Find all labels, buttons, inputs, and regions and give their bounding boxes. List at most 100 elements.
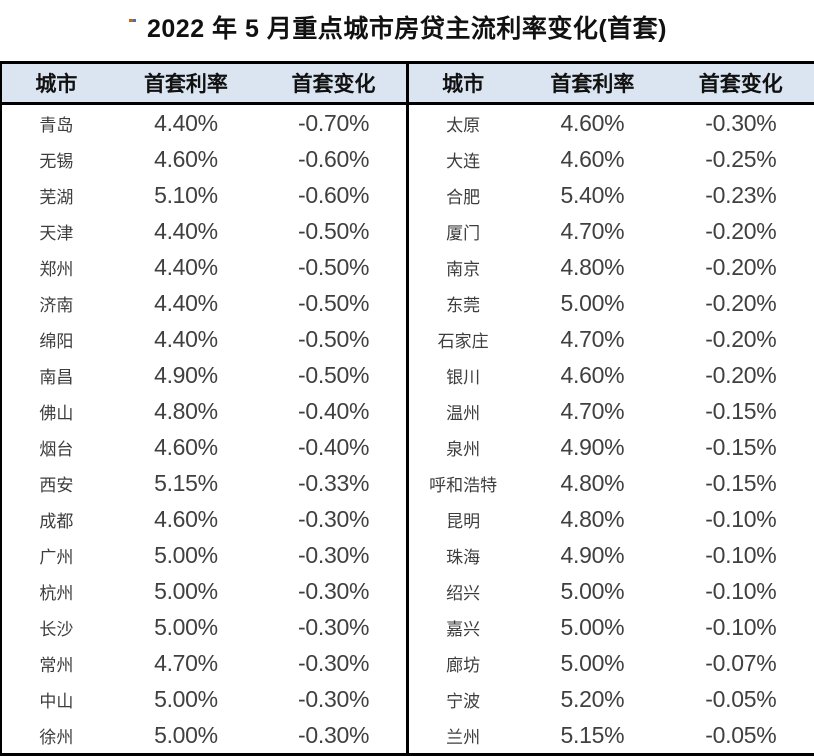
rate-cell: 4.80%: [154, 397, 218, 424]
rate-cell: 5.00%: [560, 649, 625, 676]
table-row: 徐州 5.00% -0.30% 兰州 5.15% -0.05%: [1, 717, 814, 755]
change-cell: -0.20%: [705, 253, 777, 280]
table-row: 芜湖 5.10% -0.60% 合肥 5.40% -0.23%: [1, 177, 814, 213]
change-cell: -0.50%: [298, 325, 370, 352]
city-cell: 西安: [39, 475, 74, 495]
change-cell: -0.15%: [705, 397, 777, 424]
table-row: 西安 5.15% -0.33% 呼和浩特 4.80% -0.15%: [1, 465, 814, 501]
rate-cell: 4.60%: [154, 505, 218, 532]
stray-mark-blue: [133, 19, 136, 22]
city-cell: 常州: [39, 655, 74, 675]
change-cell: -0.30%: [298, 649, 370, 676]
change-cell: -0.10%: [705, 613, 777, 640]
city-cell: 南昌: [39, 367, 74, 387]
header-city-right: 城市: [405, 62, 518, 105]
city-cell: 烟台: [39, 439, 74, 459]
city-cell: 东莞: [405, 285, 518, 321]
rate-cell: 4.80%: [560, 469, 625, 496]
city-cell: 长沙: [39, 619, 74, 639]
change-cell: -0.30%: [705, 109, 777, 136]
table-row: 长沙 5.00% -0.30% 嘉兴 5.00% -0.10%: [1, 609, 814, 645]
header-rate-right: 首套利率: [517, 62, 668, 105]
change-cell: -0.50%: [298, 217, 370, 244]
change-cell: -0.30%: [298, 541, 370, 568]
city-cell: 绵阳: [39, 331, 74, 351]
rate-cell: 5.00%: [154, 613, 218, 640]
change-cell: -0.20%: [705, 361, 777, 388]
rate-cell: 4.80%: [560, 253, 625, 280]
city-cell: 中山: [39, 691, 74, 711]
rate-cell: 4.60%: [560, 145, 625, 172]
city-cell: 天津: [39, 223, 74, 243]
table-row: 天津 4.40% -0.50% 厦门 4.70% -0.20%: [1, 213, 814, 249]
rate-cell: 4.40%: [154, 217, 218, 244]
change-cell: -0.60%: [298, 145, 370, 172]
change-cell: -0.15%: [705, 469, 777, 496]
city-cell: 成都: [39, 511, 74, 531]
rate-cell: 5.00%: [560, 577, 625, 604]
city-cell: 佛山: [39, 403, 74, 423]
header-city-left: 城市: [1, 62, 111, 105]
city-cell: 绍兴: [405, 573, 518, 609]
rate-cell: 5.15%: [560, 721, 625, 748]
city-cell: 郑州: [39, 259, 74, 279]
rate-cell: 4.70%: [560, 397, 625, 424]
city-cell: 廊坊: [405, 645, 518, 681]
change-cell: -0.30%: [298, 613, 370, 640]
rate-cell: 4.80%: [560, 505, 625, 532]
table-body: 青岛 4.40% -0.70% 太原 4.60% -0.30% 无锡 4.60% -0.60% 大…: [1, 103, 814, 755]
change-cell: -0.05%: [705, 721, 777, 748]
rate-cell: 4.60%: [154, 145, 218, 172]
rate-cell: 5.40%: [560, 181, 625, 208]
change-cell: -0.20%: [705, 217, 777, 244]
table-row: 常州 4.70% -0.30% 廊坊 5.00% -0.07%: [1, 645, 814, 681]
change-cell: -0.10%: [705, 541, 777, 568]
rate-cell: 4.90%: [154, 361, 218, 388]
city-cell: 芜湖: [39, 187, 74, 207]
city-cell: 宁波: [405, 681, 518, 717]
city-cell: 太原: [405, 103, 518, 141]
change-cell: -0.33%: [298, 469, 370, 496]
table-row: 杭州 5.00% -0.30% 绍兴 5.00% -0.10%: [1, 573, 814, 609]
header-rate-left: 首套利率: [110, 62, 262, 105]
change-cell: -0.05%: [705, 685, 777, 712]
change-cell: -0.15%: [705, 433, 777, 460]
table-row: 成都 4.60% -0.30% 昆明 4.80% -0.10%: [1, 501, 814, 537]
change-cell: -0.40%: [298, 433, 370, 460]
change-cell: -0.60%: [298, 181, 370, 208]
city-cell: 石家庄: [405, 321, 518, 357]
rate-cell: 5.00%: [154, 541, 218, 568]
city-cell: 嘉兴: [405, 609, 518, 645]
rate-cell: 5.20%: [560, 685, 625, 712]
rate-cell: 4.40%: [154, 325, 218, 352]
city-cell: 呼和浩特: [405, 465, 518, 501]
table-row: 南昌 4.90% -0.50% 银川 4.60% -0.20%: [1, 357, 814, 393]
city-cell: 杭州: [39, 583, 74, 603]
stray-mark-orange: [129, 19, 133, 22]
rate-cell: 5.00%: [560, 613, 625, 640]
city-cell: 大连: [405, 141, 518, 177]
rate-cell: 4.60%: [560, 361, 625, 388]
header-change-right: 首套变化: [667, 62, 814, 105]
city-cell: 厦门: [405, 213, 518, 249]
rate-cell: 4.70%: [560, 217, 625, 244]
city-cell: 无锡: [39, 151, 74, 171]
change-cell: -0.30%: [298, 721, 370, 748]
rate-cell: 4.90%: [560, 541, 625, 568]
change-cell: -0.10%: [705, 505, 777, 532]
header-change-left: 首套变化: [261, 62, 408, 105]
rate-cell: 5.00%: [154, 685, 218, 712]
city-cell: 徐州: [39, 727, 74, 747]
change-cell: -0.20%: [705, 289, 777, 316]
table-row: 烟台 4.60% -0.40% 泉州 4.90% -0.15%: [1, 429, 814, 465]
rate-cell: 4.70%: [560, 325, 625, 352]
rate-cell: 5.15%: [154, 469, 218, 496]
rate-cell: 4.90%: [560, 433, 625, 460]
city-cell: 青岛: [39, 115, 74, 135]
change-cell: -0.23%: [705, 181, 777, 208]
table-row: 济南 4.40% -0.50% 东莞 5.00% -0.20%: [1, 285, 814, 321]
change-cell: -0.40%: [298, 397, 370, 424]
city-cell: 银川: [405, 357, 518, 393]
table-row: 佛山 4.80% -0.40% 温州 4.70% -0.15%: [1, 393, 814, 429]
city-cell: 合肥: [405, 177, 518, 213]
